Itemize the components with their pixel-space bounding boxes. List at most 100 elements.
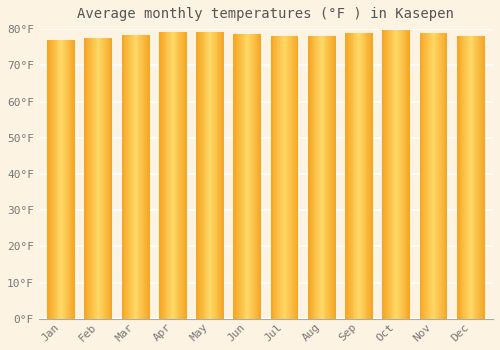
Bar <box>131 35 132 319</box>
Bar <box>369 33 370 319</box>
Bar <box>196 32 197 319</box>
Bar <box>130 35 131 319</box>
Bar <box>174 32 176 319</box>
Bar <box>359 33 360 319</box>
Bar <box>124 35 126 319</box>
Bar <box>211 32 212 319</box>
Bar <box>384 30 385 319</box>
Bar <box>138 35 140 319</box>
Bar <box>477 36 478 319</box>
Bar <box>126 35 128 319</box>
Bar <box>256 34 258 319</box>
Bar <box>322 36 324 319</box>
Bar <box>400 30 401 319</box>
Bar <box>425 33 426 319</box>
Bar <box>136 35 138 319</box>
Bar <box>223 32 224 319</box>
Bar <box>288 36 289 319</box>
Bar <box>284 36 286 319</box>
Bar <box>385 30 386 319</box>
Bar <box>183 32 184 319</box>
Bar <box>66 40 68 319</box>
Bar <box>280 36 281 319</box>
Bar <box>103 38 104 319</box>
Bar <box>346 33 347 319</box>
Bar <box>160 32 161 319</box>
Bar <box>176 32 178 319</box>
Bar <box>93 38 94 319</box>
Bar <box>48 40 49 319</box>
Bar <box>465 36 466 319</box>
Bar <box>439 33 440 319</box>
Bar <box>329 36 330 319</box>
Bar <box>432 33 434 319</box>
Bar <box>389 30 390 319</box>
Bar <box>274 36 276 319</box>
Bar <box>309 36 310 319</box>
Bar <box>91 38 92 319</box>
Bar <box>249 34 250 319</box>
Bar <box>60 40 61 319</box>
Bar <box>209 32 210 319</box>
Bar <box>110 38 112 319</box>
Bar <box>54 40 56 319</box>
Bar <box>133 35 134 319</box>
Bar <box>364 33 366 319</box>
Bar <box>429 33 430 319</box>
Bar <box>56 40 58 319</box>
Bar <box>199 32 200 319</box>
Bar <box>460 36 462 319</box>
Bar <box>248 34 249 319</box>
Bar <box>221 32 222 319</box>
Bar <box>170 32 171 319</box>
Bar <box>326 36 328 319</box>
Bar <box>437 33 438 319</box>
Bar <box>474 36 476 319</box>
Bar <box>200 32 201 319</box>
Bar <box>308 36 309 319</box>
Bar <box>424 33 425 319</box>
Bar <box>330 36 331 319</box>
Bar <box>49 40 50 319</box>
Bar <box>244 34 246 319</box>
Bar <box>270 36 272 319</box>
Bar <box>148 35 150 319</box>
Bar <box>290 36 291 319</box>
Bar <box>73 40 74 319</box>
Bar <box>478 36 479 319</box>
Bar <box>348 33 349 319</box>
Bar <box>357 33 358 319</box>
Bar <box>236 34 237 319</box>
Bar <box>312 36 314 319</box>
Bar <box>404 30 406 319</box>
Bar <box>422 33 424 319</box>
Bar <box>62 40 63 319</box>
Bar <box>142 35 143 319</box>
Bar <box>331 36 332 319</box>
Bar <box>397 30 398 319</box>
Bar <box>238 34 239 319</box>
Bar <box>277 36 278 319</box>
Bar <box>88 38 89 319</box>
Bar <box>241 34 242 319</box>
Bar <box>382 30 384 319</box>
Bar <box>70 40 72 319</box>
Bar <box>202 32 203 319</box>
Bar <box>100 38 101 319</box>
Bar <box>462 36 464 319</box>
Bar <box>129 35 130 319</box>
Bar <box>426 33 427 319</box>
Bar <box>360 33 361 319</box>
Bar <box>420 33 422 319</box>
Bar <box>106 38 108 319</box>
Bar <box>143 35 144 319</box>
Bar <box>347 33 348 319</box>
Bar <box>68 40 70 319</box>
Bar <box>390 30 392 319</box>
Bar <box>58 40 59 319</box>
Bar <box>74 40 75 319</box>
Bar <box>164 32 166 319</box>
Bar <box>52 40 53 319</box>
Bar <box>220 32 221 319</box>
Bar <box>368 33 369 319</box>
